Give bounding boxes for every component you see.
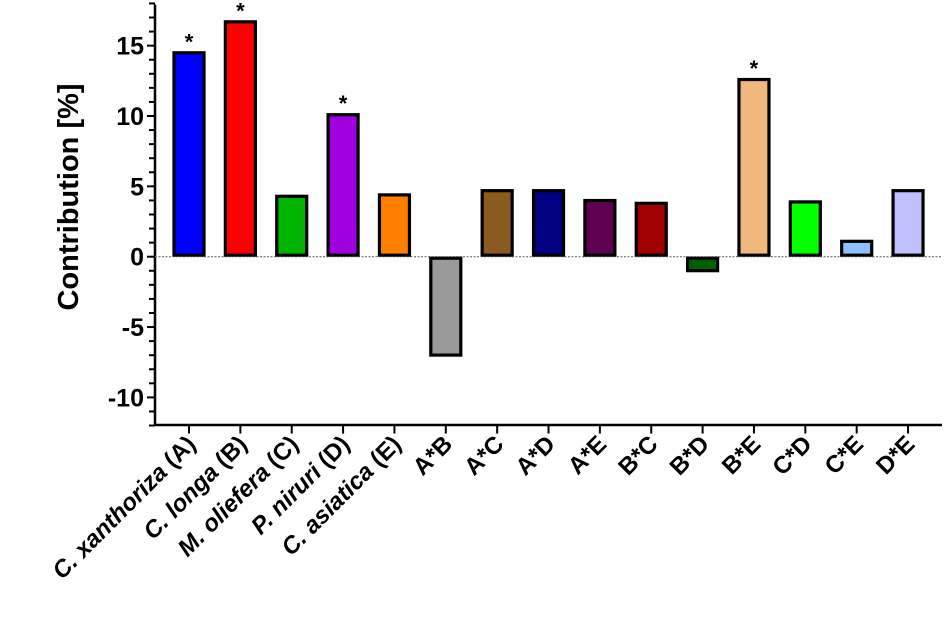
bar — [685, 256, 720, 273]
x-label-code: A*D — [511, 431, 561, 481]
y-tick-label: 0 — [130, 244, 144, 272]
bar — [634, 201, 668, 257]
y-axis-title-text: Contribution [%] — [53, 83, 85, 310]
significance-asterisk: * — [185, 29, 194, 54]
bar — [531, 189, 566, 257]
x-tick-label: A*E — [563, 431, 612, 480]
bar — [788, 200, 822, 257]
x-label-code: A*E — [563, 431, 612, 480]
y-tick-label: -5 — [122, 314, 144, 342]
bar — [172, 51, 206, 257]
x-tick-label: A*D — [511, 431, 561, 481]
bar — [429, 256, 463, 357]
significance-asterisk: * — [236, 0, 245, 23]
bar — [377, 193, 412, 257]
bar — [223, 20, 257, 257]
x-tick-label: B*C — [613, 431, 663, 481]
y-tick-label: -10 — [108, 384, 144, 412]
x-tick-label: C*D — [767, 431, 817, 481]
bar — [891, 189, 925, 257]
y-tick-label: 5 — [130, 173, 144, 201]
significance-asterisk: * — [750, 56, 759, 81]
x-tick-label: B*D — [665, 431, 715, 481]
x-label-code: A*B — [408, 431, 458, 481]
x-label-code: C*E — [820, 431, 869, 480]
bar — [840, 239, 874, 257]
y-axis: -10 -5 0 5 10 15 — [108, 2, 157, 427]
x-label-code: A*C — [459, 431, 509, 481]
bar — [480, 189, 514, 257]
x-tick-label: D*E — [871, 431, 920, 480]
x-tick-label: B*E — [717, 431, 766, 480]
bar — [737, 77, 771, 257]
bars: * * * * — [155, 0, 942, 357]
x-label-code: C*D — [767, 431, 817, 481]
y-tick-label: 10 — [116, 103, 144, 131]
x-tick-label: A*B — [408, 431, 458, 481]
x-tick-label: A*C — [459, 431, 509, 481]
y-axis-title: Contribution [%] — [53, 83, 85, 310]
x-label-code: D*E — [871, 431, 920, 480]
bar — [275, 194, 309, 257]
bar — [583, 198, 617, 257]
significance-asterisk: * — [339, 91, 348, 116]
x-tick-label: C*E — [820, 431, 869, 480]
x-label-code: B*E — [717, 431, 766, 480]
x-label-code: B*D — [665, 431, 715, 481]
y-tick-label: 15 — [116, 33, 144, 61]
x-axis: C. xanthoriza (A)C. longa (B)M. oliefera… — [47, 423, 942, 585]
x-label-code: B*C — [613, 431, 663, 481]
bar — [326, 113, 360, 257]
